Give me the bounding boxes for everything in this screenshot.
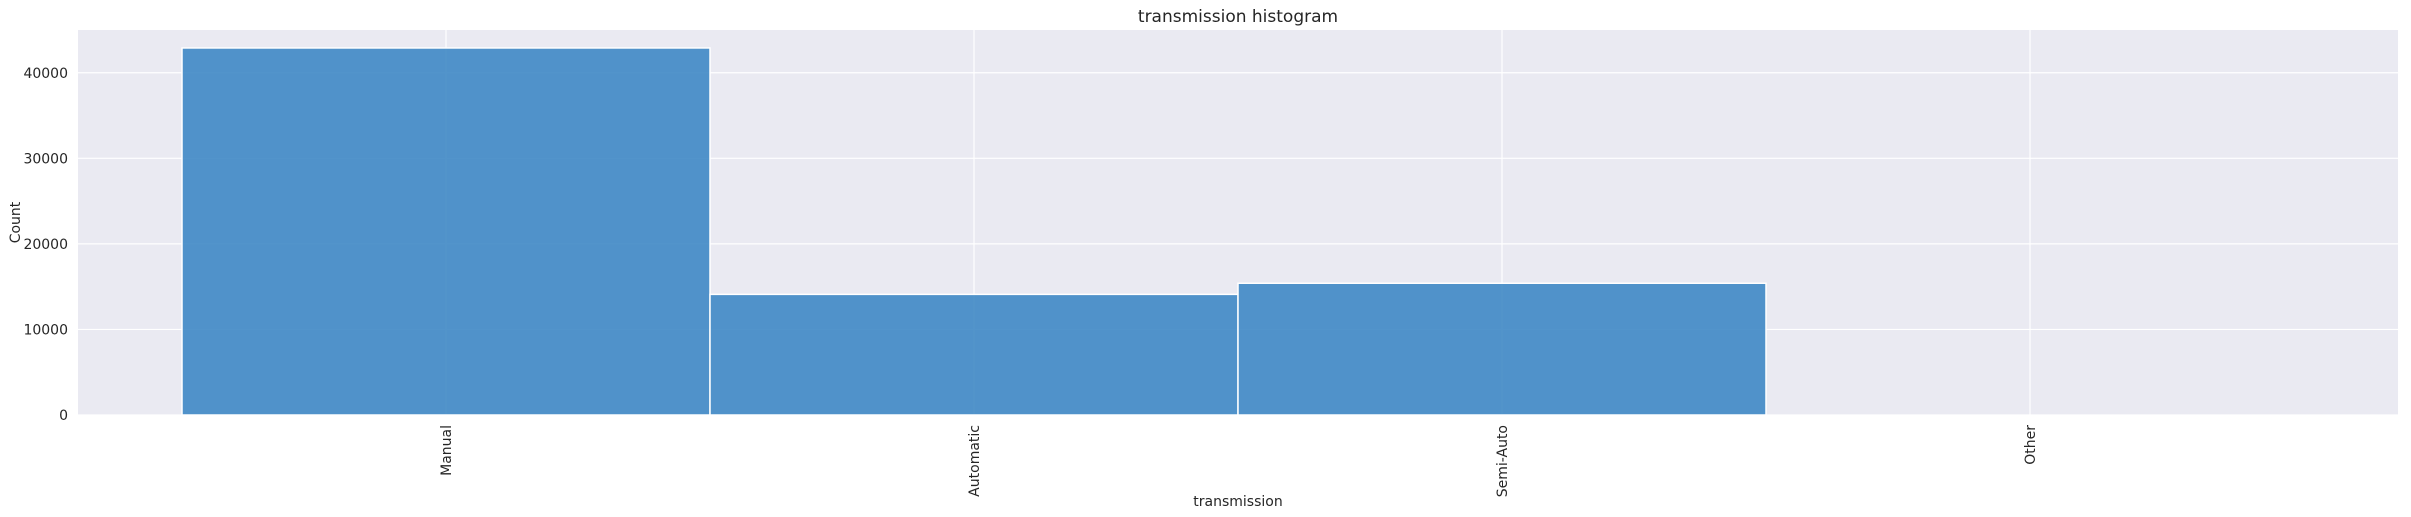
x-tick-label: Other <box>2023 425 2039 465</box>
bar-manual <box>181 47 711 416</box>
x-tick-label: Automatic <box>967 425 983 497</box>
y-axis-label: Count <box>8 201 24 243</box>
y-tick-label: 40000 <box>23 66 68 82</box>
x-tick-label: Semi-Auto <box>1495 425 1511 497</box>
y-tick-label: 10000 <box>23 322 68 338</box>
chart-title: transmission histogram <box>1138 7 1338 27</box>
y-tick-label: 0 <box>59 408 68 424</box>
x-axis-label: transmission <box>1193 494 1282 510</box>
y-axis-ticks: 0 10000 20000 30000 40000 <box>23 66 68 424</box>
y-tick-label: 20000 <box>23 237 68 253</box>
x-tick-label: Manual <box>439 425 455 476</box>
y-tick-label: 30000 <box>23 151 68 167</box>
bars <box>181 47 1767 416</box>
x-axis-ticks: Manual Automatic Semi-Auto Other <box>439 425 2039 498</box>
bar-semi-auto <box>1237 282 1767 416</box>
bar-automatic <box>709 293 1239 416</box>
